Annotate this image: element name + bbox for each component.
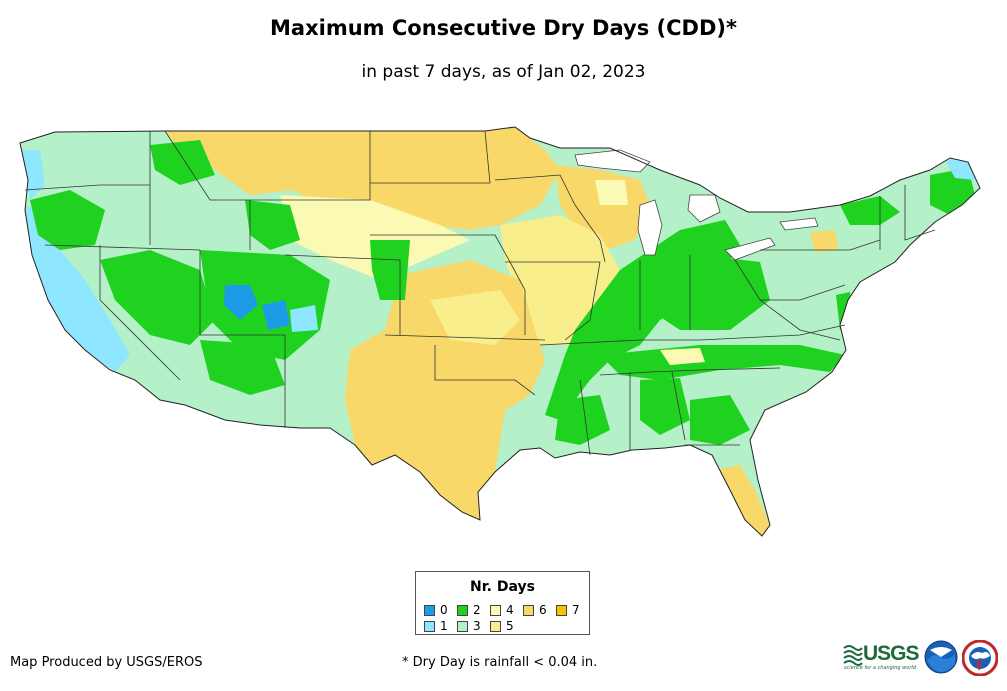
legend-swatch-6 xyxy=(523,604,534,616)
lake-huron xyxy=(687,194,721,223)
region-louisiana-2-days xyxy=(555,395,610,445)
map-credit: Map Produced by USGS/EROS xyxy=(10,655,203,670)
legend-swatch-1 xyxy=(424,620,435,632)
region-northern-plains-6-days xyxy=(165,127,560,230)
usgs-logo: USGS science for a changing world xyxy=(843,642,920,674)
region-arizona-2-days xyxy=(200,340,285,395)
region-florida-6-days xyxy=(715,465,770,536)
map-legend: Nr. Days 0 1 2 3 4 5 6 xyxy=(415,571,590,635)
lake-superior xyxy=(574,149,651,173)
usgs-wave-icon xyxy=(843,645,863,666)
legend-label-0: 0 xyxy=(440,603,448,617)
region-alabama-2-days xyxy=(640,378,690,435)
region-california-1-day xyxy=(25,205,130,372)
legend-label-5: 5 xyxy=(506,619,514,633)
legend-item-0: 0 xyxy=(424,603,448,617)
legend-item-6: 6 xyxy=(523,603,547,617)
legend-item-4: 4 xyxy=(490,603,514,617)
region-maine-1-day xyxy=(945,158,975,180)
legend-item-2: 2 xyxy=(457,603,481,617)
legend-label-7: 7 xyxy=(572,603,580,617)
region-new-york-6-days xyxy=(810,230,838,252)
legend-label-3: 3 xyxy=(473,619,481,633)
legend-swatch-3 xyxy=(457,620,468,632)
region-new-york-2-days xyxy=(840,196,900,225)
lake-ontario xyxy=(779,217,819,231)
region-georgia-2-days xyxy=(690,395,750,445)
map-subtitle: in past 7 days, as of Jan 02, 2023 xyxy=(361,62,646,82)
lake-michigan xyxy=(637,199,663,256)
noaa-logo-icon xyxy=(924,640,958,674)
legend-swatch-2 xyxy=(457,604,468,616)
region-wisconsin-4-days xyxy=(595,180,628,205)
nws-logo-icon xyxy=(962,640,998,676)
map-title: Maximum Consecutive Dry Days (CDD)* xyxy=(270,16,737,40)
legend-item-5: 5 xyxy=(490,619,514,633)
legend-swatch-7 xyxy=(556,604,567,616)
lake-erie xyxy=(724,237,776,261)
region-central-plains-4-days xyxy=(280,195,470,280)
us-outline xyxy=(19,126,981,537)
dry-day-footnote: * Dry Day is rainfall < 0.04 in. xyxy=(402,655,598,670)
region-tennessee-4-days xyxy=(660,348,705,365)
region-oregon-2-days xyxy=(30,190,105,250)
usgs-wordmark: USGS xyxy=(863,642,920,665)
legend-item-1: 1 xyxy=(424,619,448,633)
region-ohio-2-days xyxy=(640,255,770,330)
legend-swatch-5 xyxy=(490,620,501,632)
region-colorado-0-days xyxy=(262,300,290,330)
region-nevada-2-days xyxy=(100,250,215,345)
legend-label-1: 1 xyxy=(440,619,448,633)
state-borders xyxy=(24,130,936,456)
legend-swatch-0 xyxy=(424,604,435,616)
legend-label-2: 2 xyxy=(473,603,481,617)
region-colorado-1-day xyxy=(290,305,318,332)
legend-swatch-4 xyxy=(490,604,501,616)
legend-title: Nr. Days xyxy=(470,579,535,595)
legend-label-6: 6 xyxy=(539,603,547,617)
region-wyoming-2-days xyxy=(245,200,300,250)
legend-label-4: 4 xyxy=(506,603,514,617)
region-idaho-2-days xyxy=(150,140,215,185)
region-kansas-5-days xyxy=(430,290,520,345)
legend-item-3: 3 xyxy=(457,619,481,633)
region-utah-0-days xyxy=(224,285,258,320)
usgs-tagline: science for a changing world xyxy=(844,665,916,671)
legend-item-7: 7 xyxy=(556,603,580,617)
